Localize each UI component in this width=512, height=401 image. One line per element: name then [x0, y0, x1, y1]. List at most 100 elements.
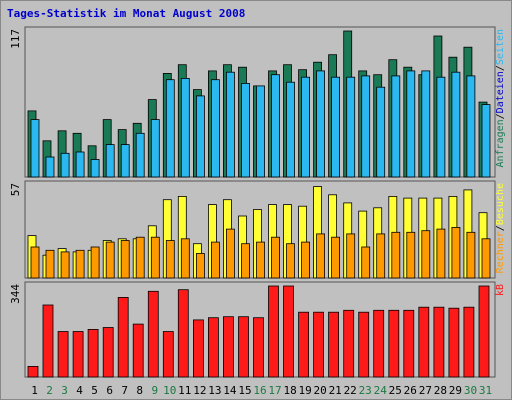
x-tick-label: 29 — [449, 384, 462, 397]
bar-kb — [57, 331, 69, 378]
x-tick-label: 4 — [76, 384, 83, 397]
bar-kb — [388, 309, 400, 378]
bar-seiten — [271, 236, 280, 279]
bar-seiten — [406, 231, 416, 279]
bar-kb — [268, 285, 279, 378]
x-tick-label: 22 — [344, 384, 357, 397]
bar-dateien — [241, 83, 250, 178]
legend-entry: / — [495, 65, 506, 71]
y-axis-max-label: 344 — [9, 284, 22, 304]
bar-kb — [478, 285, 490, 378]
legend-entry: / — [495, 113, 506, 119]
bar-kb — [298, 311, 310, 378]
x-tick-label: 15 — [238, 384, 251, 397]
x-tick-label: 11 — [178, 384, 191, 397]
legend-entry: / — [495, 225, 506, 231]
bar-seiten — [165, 240, 175, 279]
bar-kb — [42, 304, 54, 378]
bar-dateien — [195, 95, 205, 178]
bar-dateien — [225, 71, 235, 178]
bar-dateien — [30, 119, 40, 178]
bar-seiten — [466, 231, 476, 279]
bar-seiten — [301, 241, 311, 279]
bar-seiten — [120, 240, 130, 279]
legend-entry: Besuche — [495, 183, 506, 225]
bar-seiten — [331, 236, 341, 279]
x-tick-label: 12 — [193, 384, 206, 397]
bar-dateien — [135, 132, 145, 178]
bar-dateien — [391, 75, 401, 178]
bar-kb — [102, 327, 114, 378]
x-tick-label: 18 — [283, 384, 296, 397]
bar-dateien — [271, 74, 280, 178]
bar-seiten — [241, 243, 250, 279]
x-tick-label: 21 — [329, 384, 342, 397]
bar-dateien — [120, 144, 130, 178]
legend-entry: Rechner — [495, 231, 506, 273]
bar-dateien — [90, 159, 100, 178]
x-tick-label: 13 — [208, 384, 221, 397]
bar-seiten — [481, 238, 491, 279]
bar-dateien — [421, 70, 431, 178]
x-tick-label: 7 — [121, 384, 128, 397]
bar-seiten — [30, 246, 40, 279]
bar-kb — [343, 309, 355, 378]
legend-entry: Dateien — [495, 71, 506, 113]
bar-dateien — [60, 152, 70, 178]
bar-seiten — [376, 233, 386, 279]
bar-seiten — [391, 231, 401, 279]
bar-seiten — [316, 233, 326, 279]
bar-seiten — [105, 241, 115, 279]
bar-dateien — [150, 119, 160, 178]
x-tick-label: 10 — [163, 384, 176, 397]
bar-seiten — [210, 241, 220, 279]
bar-kb — [328, 311, 340, 378]
bar-dateien — [466, 75, 476, 178]
bar-kb — [207, 317, 219, 378]
x-tick-label: 3 — [61, 384, 68, 397]
x-tick-label: 6 — [106, 384, 113, 397]
x-tick-label: 26 — [404, 384, 417, 397]
bar-dateien — [75, 151, 85, 178]
bar-kb — [358, 311, 370, 378]
x-tick-label: 5 — [91, 384, 98, 397]
bar-dateien — [346, 76, 356, 178]
bar-kb — [403, 309, 415, 378]
y-axis-max-label: 57 — [9, 183, 22, 196]
bar-kb — [87, 328, 99, 378]
bar-seiten — [286, 243, 295, 279]
bar-seiten — [436, 228, 446, 279]
bar-kb — [27, 365, 39, 378]
bar-kb — [132, 323, 144, 378]
bar-dateien — [286, 81, 295, 178]
bar-seiten — [421, 230, 431, 279]
bar-seiten — [451, 226, 461, 279]
bar-dateien — [105, 144, 115, 178]
legend: kB — [495, 284, 506, 296]
x-tick-label: 28 — [434, 384, 447, 397]
bar-kb — [177, 289, 189, 378]
legend-entry: Anfragen — [495, 119, 506, 167]
bar-dateien — [436, 76, 446, 178]
x-tick-label: 23 — [359, 384, 372, 397]
bar-seiten — [60, 251, 70, 279]
bar-dateien — [256, 85, 265, 178]
x-tick-label: 24 — [374, 384, 388, 397]
bar-kb — [72, 331, 84, 378]
bar-seiten — [150, 236, 160, 279]
x-tick-label: 14 — [223, 384, 237, 397]
bar-dateien — [165, 79, 175, 178]
bar-kb — [162, 331, 174, 378]
bar-seiten — [195, 253, 205, 279]
bar-dateien — [45, 156, 55, 178]
bar-seiten — [75, 249, 85, 279]
bar-kb — [222, 316, 234, 378]
bar-dateien — [210, 79, 220, 178]
bar-dateien — [481, 104, 491, 178]
legend-entry: kB — [495, 284, 506, 296]
bar-dateien — [376, 86, 386, 178]
bar-kb — [253, 317, 264, 378]
x-tick-label: 27 — [419, 384, 432, 397]
